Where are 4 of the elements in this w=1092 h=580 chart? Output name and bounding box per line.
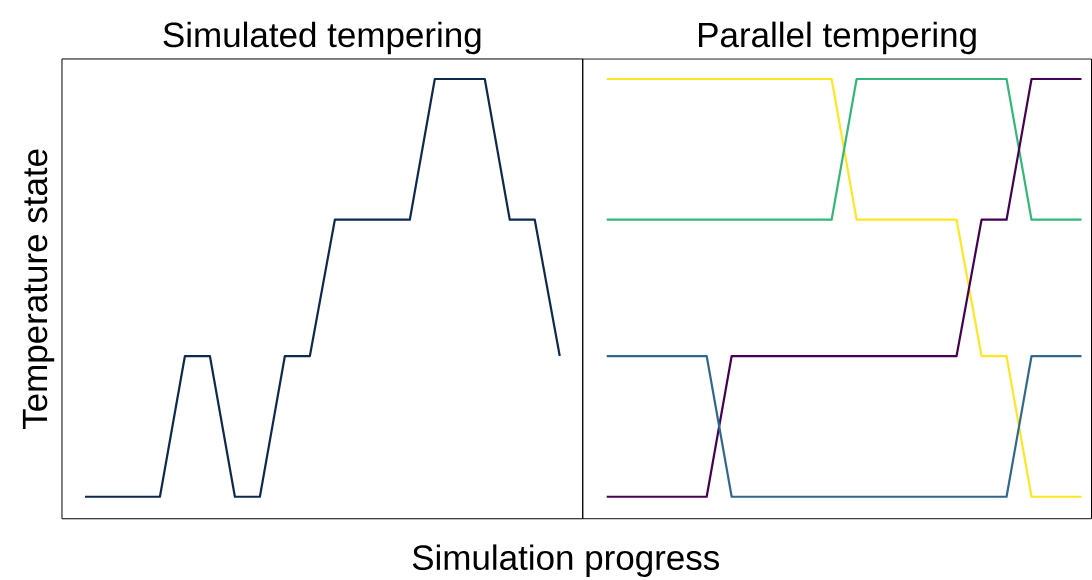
chart-title: Simulated tempering	[163, 21, 481, 55]
y-axis-title: Temperature state	[22, 149, 55, 429]
chart-title: Parallel tempering	[699, 21, 976, 55]
x-axis-title: Simulation progress	[412, 544, 719, 577]
